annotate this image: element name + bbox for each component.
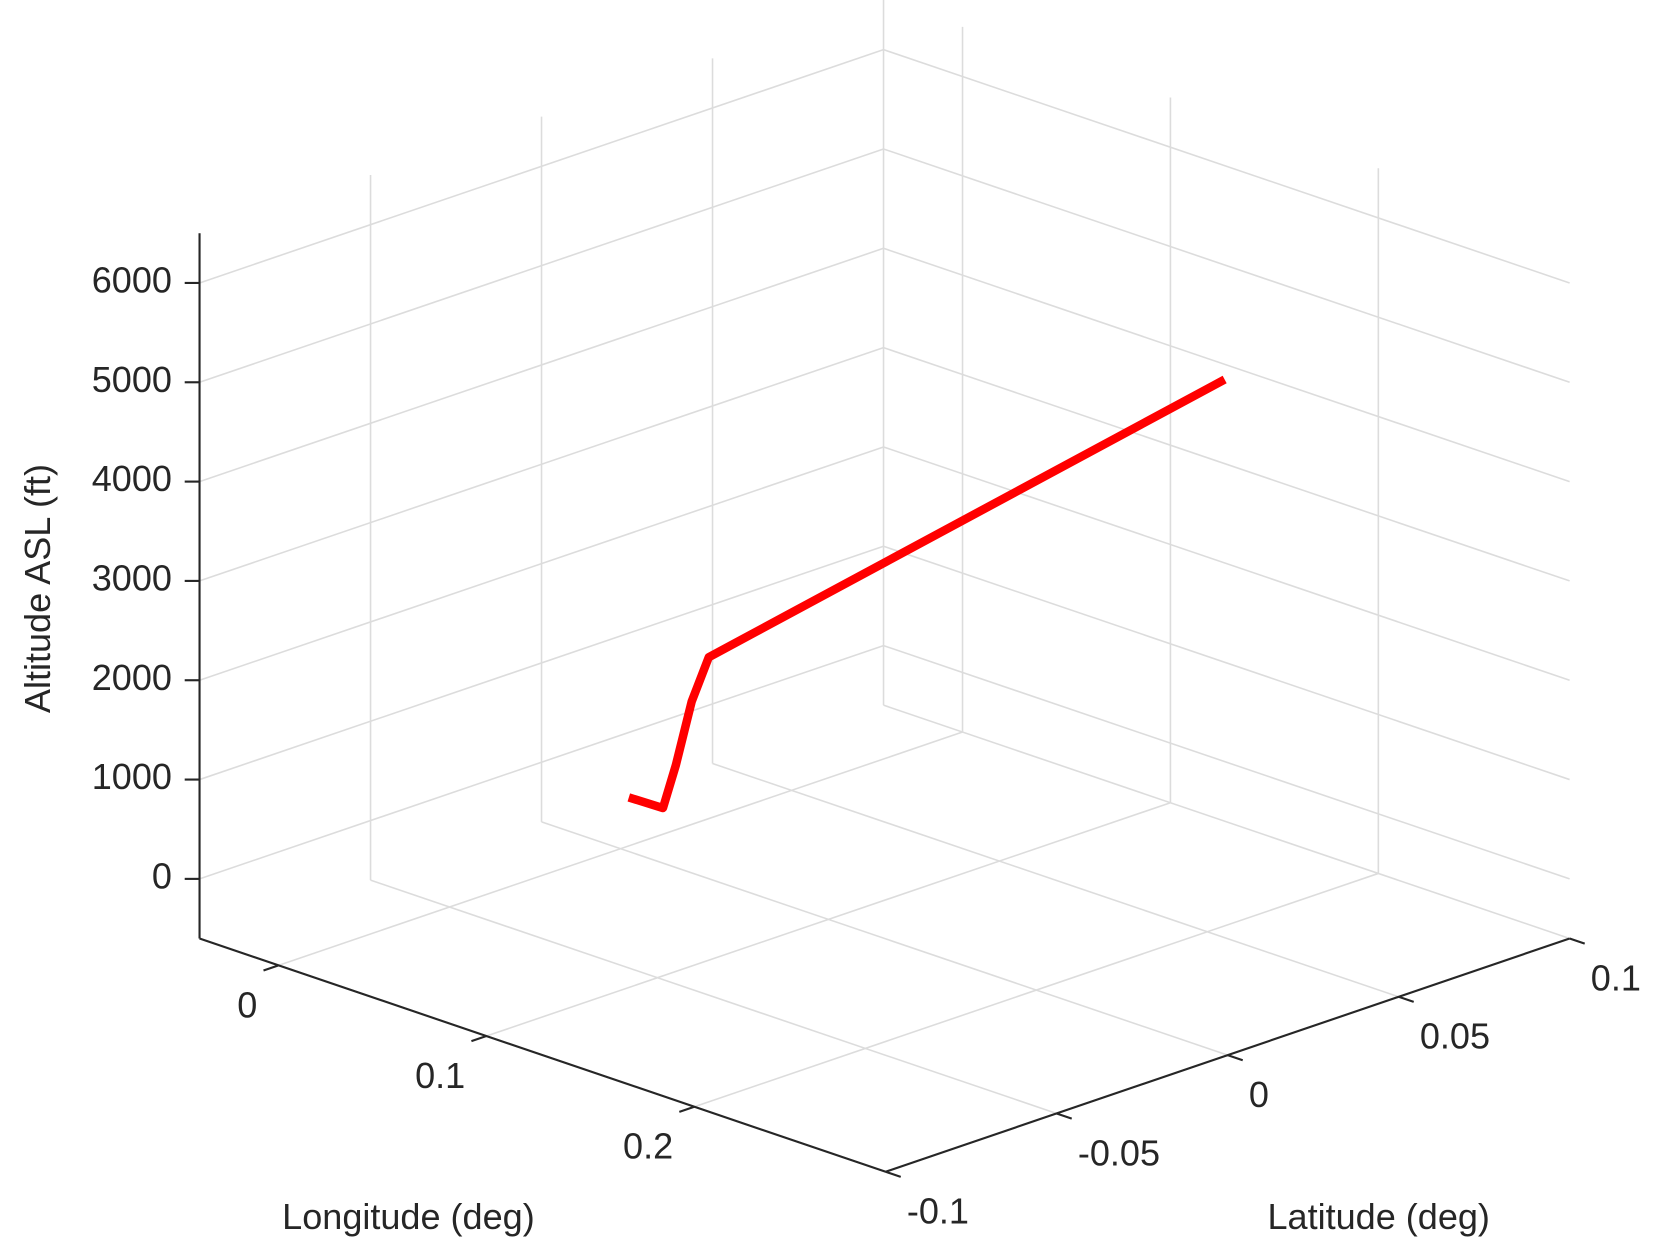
x-tick bbox=[471, 1035, 487, 1043]
y-tick bbox=[1056, 1112, 1073, 1120]
x-axis-label: Longitude (deg) bbox=[282, 1196, 535, 1237]
y-tick-label: -0.05 bbox=[1078, 1132, 1160, 1173]
x-tick-label: 0.2 bbox=[623, 1126, 673, 1167]
z-tick-label: 0 bbox=[152, 855, 172, 896]
y-tick bbox=[1569, 937, 1586, 945]
y-tick-label: -0.1 bbox=[907, 1191, 969, 1232]
grid-line bbox=[486, 801, 1171, 1037]
grid-line bbox=[278, 731, 963, 967]
grid-line bbox=[883, 48, 1570, 284]
y-tick bbox=[1398, 995, 1415, 1003]
grid-line bbox=[541, 821, 1228, 1056]
z-tick-label: 6000 bbox=[92, 259, 172, 300]
y-tick-label: 0 bbox=[1249, 1074, 1269, 1115]
y-axis-label: Latitude (deg) bbox=[1268, 1196, 1490, 1237]
x-tick bbox=[678, 1105, 695, 1113]
grid-line bbox=[712, 762, 1399, 998]
grid-line bbox=[694, 872, 1379, 1108]
z-tick-label: 4000 bbox=[92, 458, 172, 499]
x-axis bbox=[199, 937, 886, 1173]
z-tick-label: 3000 bbox=[92, 557, 172, 598]
grid-line bbox=[883, 148, 1570, 384]
z-tick-label: 1000 bbox=[92, 756, 172, 797]
y-tick-label: 0.05 bbox=[1420, 1016, 1490, 1057]
grid-line bbox=[883, 247, 1570, 483]
z-tick-label: 5000 bbox=[92, 359, 172, 400]
z-axis-label: Altitude ASL (ft) bbox=[17, 464, 58, 713]
grid-line bbox=[883, 545, 1570, 781]
x-tick bbox=[263, 964, 279, 972]
y-tick-label: 0.1 bbox=[1591, 957, 1641, 998]
grid-line bbox=[370, 879, 1057, 1115]
grid-line bbox=[883, 644, 1570, 880]
z-tick-label: 2000 bbox=[92, 657, 172, 698]
flight-path bbox=[627, 375, 1227, 813]
x-tick-label: 0.1 bbox=[415, 1055, 465, 1096]
grid-line bbox=[883, 346, 1570, 582]
y-tick bbox=[885, 1170, 902, 1178]
grid-line bbox=[883, 446, 1570, 681]
y-tick bbox=[1227, 1054, 1244, 1062]
x-tick-label: 0 bbox=[237, 984, 257, 1025]
grid-line bbox=[883, 704, 1570, 940]
